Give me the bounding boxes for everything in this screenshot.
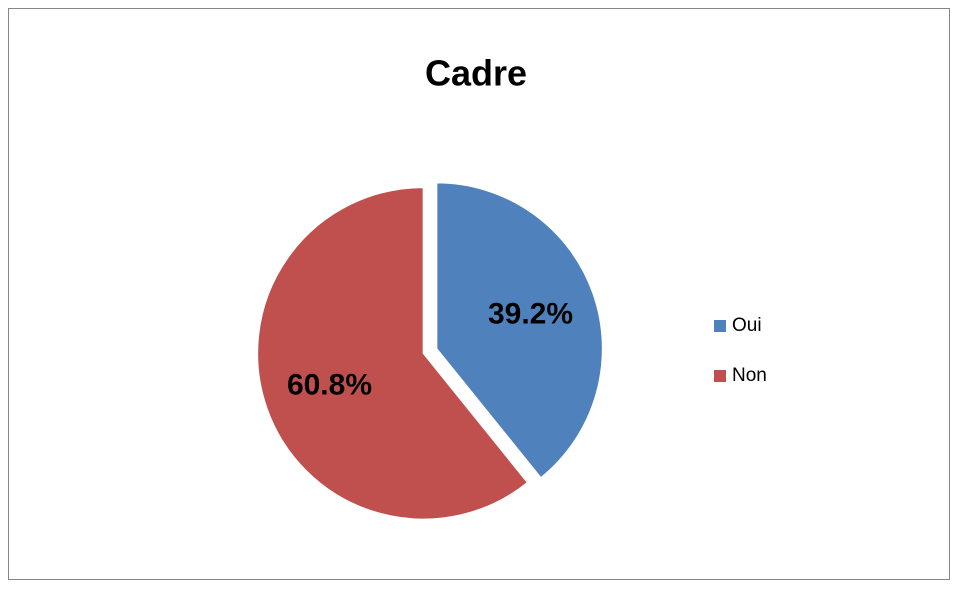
legend-swatch	[714, 320, 726, 332]
legend-label: Non	[732, 365, 767, 386]
chart-title: Cadre	[425, 53, 527, 94]
data-label: 39.2%	[488, 297, 573, 330]
legend-label: Oui	[732, 315, 762, 336]
data-label: 60.8%	[287, 368, 372, 401]
legend-swatch	[714, 370, 726, 382]
pie-slice	[435, 181, 604, 479]
pie-slice	[256, 186, 529, 521]
